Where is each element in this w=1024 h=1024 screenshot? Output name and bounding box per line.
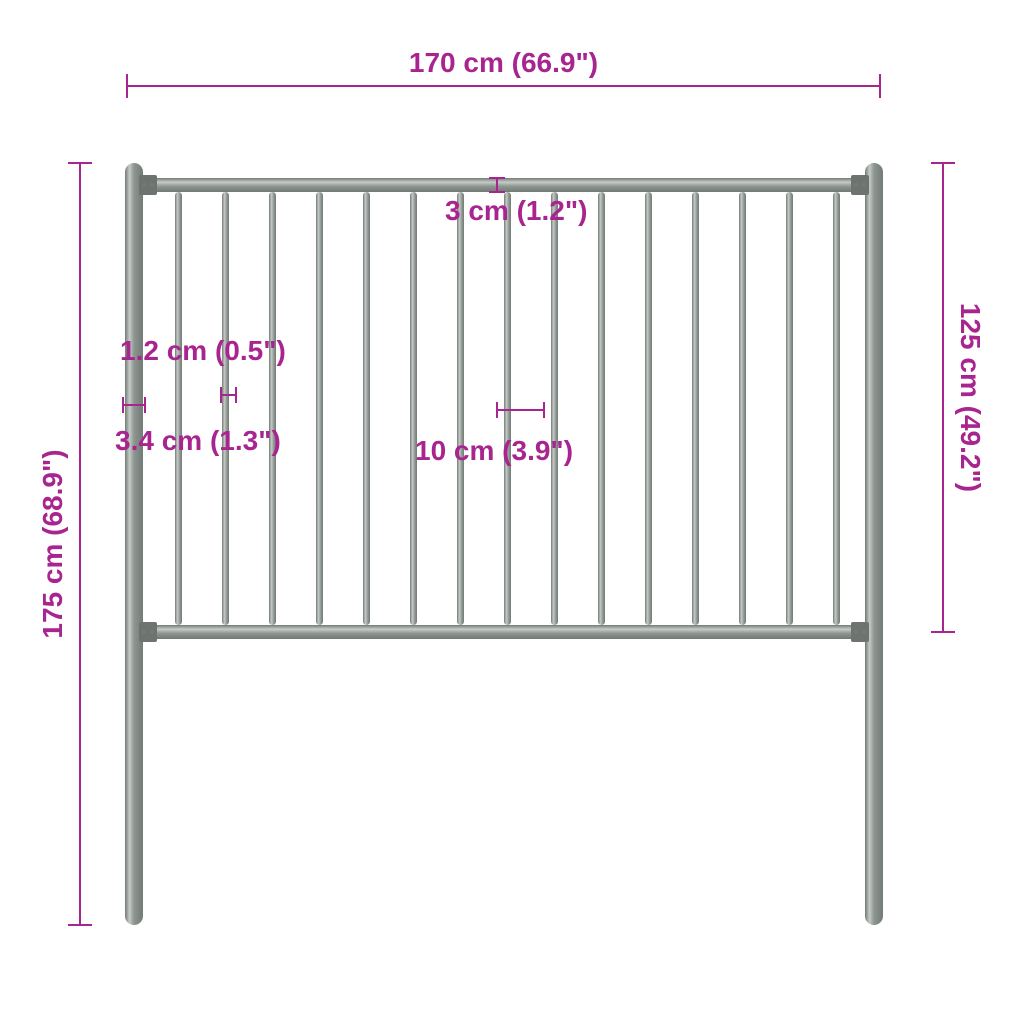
fence-picket — [551, 192, 558, 625]
fence-picket — [269, 192, 276, 625]
fence-picket — [786, 192, 793, 625]
fence-picket — [504, 192, 511, 625]
dimension-vertical: 125 cm (49.2") — [931, 163, 986, 632]
dimension-label: 3 cm (1.2") — [445, 195, 587, 226]
dimension-label: 175 cm (68.9") — [37, 449, 68, 638]
dimension-label: 1.2 cm (0.5") — [120, 335, 286, 366]
fence-picket — [175, 192, 182, 625]
fence-rail — [143, 178, 865, 192]
fence-post — [865, 163, 883, 925]
fence-picket — [833, 192, 840, 625]
fence-bracket — [139, 175, 157, 195]
fence-picket — [363, 192, 370, 625]
fence-picket — [222, 192, 229, 625]
dimension-small: 3.4 cm (1.3") — [115, 397, 281, 456]
dimension-horizontal: 170 cm (66.9") — [127, 47, 880, 98]
fence-picket — [692, 192, 699, 625]
fence-bracket — [851, 175, 869, 195]
fence-picket — [645, 192, 652, 625]
fence-picket — [598, 192, 605, 625]
fence-bracket — [139, 622, 157, 642]
dimension-small: 1.2 cm (0.5") — [120, 335, 286, 403]
dimension-vertical: 175 cm (68.9") — [37, 163, 92, 925]
fence-picket — [410, 192, 417, 625]
dimension-label: 3.4 cm (1.3") — [115, 425, 281, 456]
dimension-label: 170 cm (66.9") — [409, 47, 598, 78]
fence-rail — [143, 625, 865, 639]
fence-post — [125, 163, 143, 925]
fence-picket — [316, 192, 323, 625]
fence-bracket — [851, 622, 869, 642]
dimension-label: 125 cm (49.2") — [955, 303, 986, 492]
dimension-label: 10 cm (3.9") — [415, 435, 573, 466]
dimension-small: 10 cm (3.9") — [415, 402, 573, 466]
fence-picket — [457, 192, 464, 625]
fence-picket — [739, 192, 746, 625]
